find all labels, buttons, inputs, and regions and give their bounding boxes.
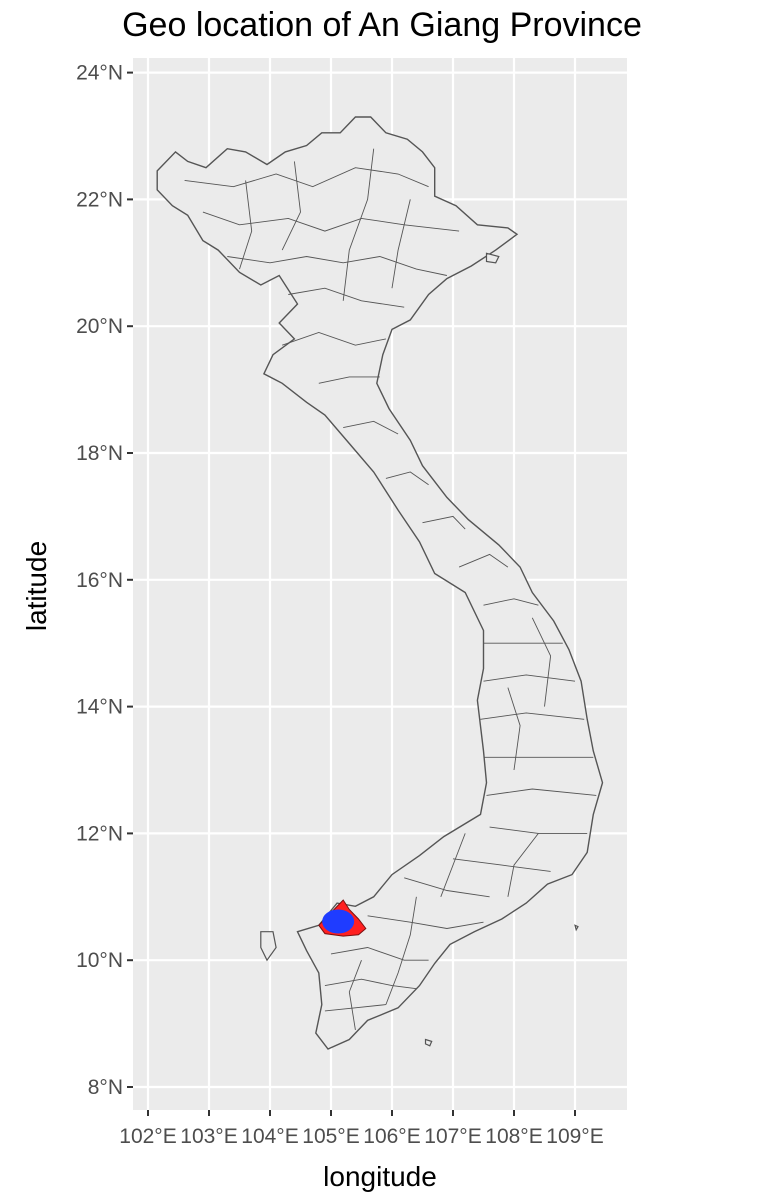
district-border bbox=[458, 553, 509, 568]
island bbox=[424, 1038, 433, 1047]
district-border bbox=[288, 287, 405, 308]
district-border bbox=[391, 199, 411, 289]
district-border bbox=[507, 687, 521, 771]
country-outline bbox=[156, 116, 604, 1050]
x-tick-label: 103°E bbox=[180, 1125, 237, 1148]
y-tick-label: 12°N bbox=[76, 822, 123, 845]
district-border bbox=[239, 180, 253, 270]
y-axis-label: latitude bbox=[21, 541, 52, 631]
axis-ticks: 102°E 103°E 104°E 105°E 106°E 107°E 108°E 109°E… bbox=[76, 62, 604, 1148]
y-tick-label: 20°N bbox=[76, 315, 123, 338]
x-tick-label: 108°E bbox=[485, 1125, 542, 1148]
map-regions bbox=[156, 116, 604, 1050]
district-border bbox=[318, 376, 380, 384]
y-tick-label: 18°N bbox=[76, 442, 123, 465]
x-tick-label: 109°E bbox=[546, 1125, 603, 1148]
district-border bbox=[452, 858, 551, 872]
x-tick-label: 102°E bbox=[119, 1125, 176, 1148]
district-border bbox=[404, 877, 490, 898]
x-tick-label: 107°E bbox=[424, 1125, 481, 1148]
island bbox=[260, 931, 277, 962]
district-border bbox=[531, 617, 552, 707]
district-border bbox=[367, 915, 484, 929]
district-border bbox=[348, 960, 362, 1030]
district-border bbox=[227, 256, 447, 276]
district-border bbox=[486, 788, 597, 796]
y-tick-label: 10°N bbox=[76, 949, 123, 972]
chart-title: Geo location of An Giang Province bbox=[122, 6, 642, 44]
district-border bbox=[324, 978, 417, 990]
x-tick-label: 106°E bbox=[363, 1125, 420, 1148]
district-border bbox=[507, 833, 539, 897]
island bbox=[574, 924, 579, 932]
district-border bbox=[422, 515, 466, 530]
district-border bbox=[282, 332, 386, 346]
district-border bbox=[483, 674, 576, 682]
island bbox=[485, 252, 500, 264]
highlight-province-inner bbox=[322, 909, 355, 934]
y-tick-label: 22°N bbox=[76, 188, 123, 211]
y-tick-label: 24°N bbox=[76, 62, 123, 85]
x-axis-label: longitude bbox=[323, 1161, 437, 1192]
district-border bbox=[440, 833, 466, 897]
y-tick-label: 14°N bbox=[76, 696, 123, 719]
district-border bbox=[483, 598, 539, 606]
district-border bbox=[385, 471, 429, 486]
district-border bbox=[184, 167, 429, 188]
district-border bbox=[324, 1004, 386, 1012]
district-border bbox=[330, 947, 429, 961]
y-tick-label: 16°N bbox=[76, 569, 123, 592]
district-border bbox=[281, 161, 301, 251]
district-border bbox=[480, 712, 585, 720]
district-border bbox=[342, 148, 375, 301]
district-border bbox=[385, 896, 417, 1005]
x-tick-label: 105°E bbox=[302, 1125, 359, 1148]
x-tick-label: 104°E bbox=[241, 1125, 298, 1148]
district-border bbox=[343, 420, 399, 435]
y-tick-label: 8°N bbox=[88, 1076, 123, 1099]
